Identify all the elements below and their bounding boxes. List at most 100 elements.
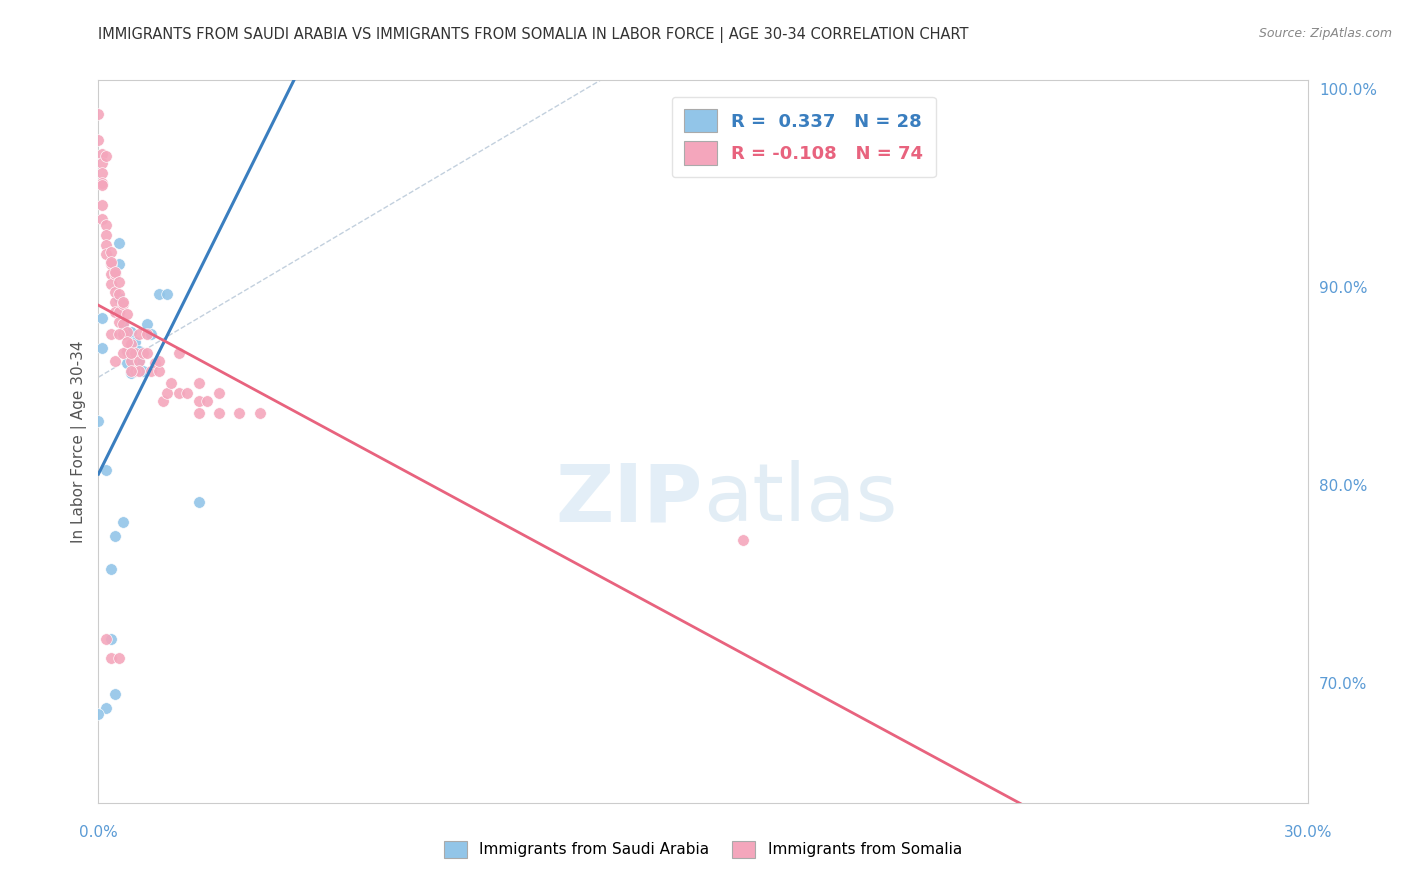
Point <box>156 287 179 301</box>
Point <box>120 336 142 351</box>
Point <box>128 344 150 359</box>
Point <box>100 255 122 269</box>
Point <box>124 346 146 360</box>
Point <box>91 178 114 193</box>
Point <box>115 325 138 339</box>
Point <box>152 394 174 409</box>
Point <box>128 354 150 368</box>
Legend: Immigrants from Saudi Arabia, Immigrants from Somalia: Immigrants from Saudi Arabia, Immigrants… <box>439 835 967 863</box>
Point <box>103 305 125 319</box>
Point <box>115 307 138 321</box>
Text: 80.0%: 80.0% <box>1319 479 1367 493</box>
Point <box>167 386 190 401</box>
Point <box>195 394 218 409</box>
Point <box>91 166 114 180</box>
Point <box>115 344 138 359</box>
Point <box>148 364 170 378</box>
Point <box>111 295 134 310</box>
Point <box>91 310 114 325</box>
Point <box>111 515 134 529</box>
Point <box>111 317 134 331</box>
Point <box>91 146 114 161</box>
Point <box>128 354 150 368</box>
Point <box>87 706 110 721</box>
Point <box>103 267 125 281</box>
Text: 0.0%: 0.0% <box>79 825 118 840</box>
Point <box>135 346 157 360</box>
Point <box>115 356 138 370</box>
Point <box>111 346 134 360</box>
Point <box>188 495 211 509</box>
Point <box>135 326 157 341</box>
Point <box>100 651 122 665</box>
Point <box>96 632 118 646</box>
Point <box>249 406 271 420</box>
Point <box>115 344 138 359</box>
Point <box>120 364 142 378</box>
Text: ZIP: ZIP <box>555 460 703 539</box>
Point <box>124 334 146 349</box>
Point <box>160 376 183 391</box>
Point <box>103 687 125 701</box>
Point <box>87 133 110 147</box>
Point <box>208 386 231 401</box>
Text: IMMIGRANTS FROM SAUDI ARABIA VS IMMIGRANTS FROM SOMALIA IN LABOR FORCE | AGE 30-: IMMIGRANTS FROM SAUDI ARABIA VS IMMIGRAN… <box>98 27 969 43</box>
Point <box>132 346 155 360</box>
Point <box>228 406 250 420</box>
Point <box>96 247 118 261</box>
Point <box>103 265 125 279</box>
Point <box>91 341 114 355</box>
Point <box>107 305 129 319</box>
Point <box>188 376 211 391</box>
Point <box>111 297 134 311</box>
Point <box>176 386 198 401</box>
Point <box>100 257 122 271</box>
Point <box>143 356 166 370</box>
Point <box>107 235 129 250</box>
Point <box>100 326 122 341</box>
Point <box>128 326 150 341</box>
Point <box>91 176 114 190</box>
Text: 100.0%: 100.0% <box>1319 83 1376 98</box>
Point <box>120 366 142 380</box>
Y-axis label: In Labor Force | Age 30-34: In Labor Force | Age 30-34 <box>72 340 87 543</box>
Point <box>107 315 129 329</box>
Point <box>96 227 118 242</box>
Point <box>120 354 142 368</box>
Point <box>132 364 155 378</box>
Point <box>120 325 142 339</box>
Point <box>96 700 118 714</box>
Point <box>91 211 114 226</box>
Point <box>100 277 122 292</box>
Point <box>103 528 125 542</box>
Point <box>107 326 129 341</box>
Point <box>96 463 118 477</box>
Point <box>188 394 211 409</box>
Point <box>733 533 755 547</box>
Point <box>188 406 211 420</box>
Point <box>100 245 122 260</box>
Point <box>124 364 146 378</box>
Point <box>111 317 134 331</box>
Point <box>111 326 134 341</box>
Point <box>103 295 125 310</box>
Point <box>139 326 162 341</box>
Point <box>103 285 125 299</box>
Point <box>107 291 129 305</box>
Point <box>167 346 190 360</box>
Point <box>96 218 118 232</box>
Text: 90.0%: 90.0% <box>1319 281 1367 295</box>
Point <box>120 346 142 360</box>
Point <box>107 287 129 301</box>
Point <box>107 257 129 271</box>
Point <box>91 198 114 212</box>
Point <box>208 406 231 420</box>
Text: 70.0%: 70.0% <box>1319 676 1367 691</box>
Point <box>148 354 170 368</box>
Text: atlas: atlas <box>703 460 897 539</box>
Point <box>107 275 129 289</box>
Point <box>128 364 150 378</box>
Point <box>91 156 114 170</box>
Point <box>87 107 110 121</box>
Point <box>100 632 122 646</box>
